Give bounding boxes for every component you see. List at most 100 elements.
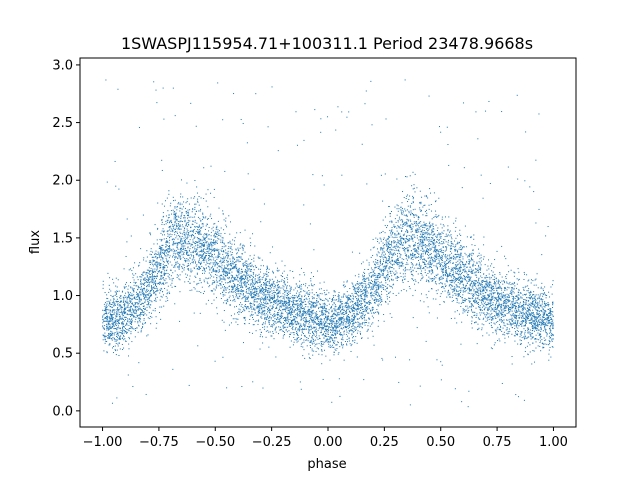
data-point <box>160 255 162 257</box>
data-point <box>259 276 261 278</box>
data-point <box>180 216 182 218</box>
data-point <box>484 287 486 289</box>
data-point <box>325 311 327 313</box>
data-point <box>317 270 319 272</box>
data-point <box>400 237 402 239</box>
data-point <box>536 310 538 312</box>
data-point <box>413 253 415 255</box>
data-point <box>212 280 214 282</box>
data-point <box>270 317 272 319</box>
data-point <box>408 240 410 242</box>
data-point <box>405 215 407 217</box>
data-point <box>247 283 249 285</box>
data-point <box>222 276 224 278</box>
data-point <box>507 323 509 325</box>
data-point <box>178 278 180 280</box>
data-point <box>281 295 283 297</box>
data-point <box>236 256 238 258</box>
data-point <box>184 238 186 240</box>
data-point <box>286 302 288 304</box>
data-point <box>456 267 458 269</box>
data-point <box>117 326 119 328</box>
data-point <box>220 283 222 285</box>
data-point <box>124 316 126 318</box>
data-point <box>139 276 141 278</box>
data-point <box>488 318 490 320</box>
data-point <box>476 270 478 272</box>
data-point <box>494 282 496 284</box>
data-point <box>323 341 325 343</box>
data-point <box>514 314 516 316</box>
data-point <box>507 166 509 168</box>
data-point <box>318 296 320 298</box>
data-point <box>322 314 324 316</box>
data-point <box>448 164 450 166</box>
data-point <box>202 245 204 247</box>
data-point <box>284 310 286 312</box>
data-point <box>233 93 235 95</box>
data-point <box>376 288 378 290</box>
data-point <box>542 299 544 301</box>
data-point <box>294 304 296 306</box>
data-point <box>176 246 178 248</box>
data-point <box>306 321 308 323</box>
data-point <box>419 201 421 203</box>
data-point <box>313 342 315 344</box>
data-point <box>446 256 448 258</box>
data-point <box>182 206 184 208</box>
data-point <box>176 242 178 244</box>
data-point <box>363 316 365 318</box>
data-point <box>385 262 387 264</box>
data-point <box>425 237 427 239</box>
data-point <box>345 327 347 329</box>
data-point <box>331 323 333 325</box>
data-point <box>470 290 472 292</box>
data-point <box>500 308 502 310</box>
data-point <box>367 328 369 330</box>
data-point <box>285 300 287 302</box>
data-point <box>358 301 360 303</box>
data-point <box>282 296 284 298</box>
data-point <box>355 336 357 338</box>
data-point <box>531 327 533 329</box>
data-point <box>277 321 279 323</box>
data-point <box>129 311 131 313</box>
data-point <box>421 239 423 241</box>
data-point <box>232 258 234 260</box>
data-point <box>330 329 332 331</box>
data-point <box>492 302 494 304</box>
data-point <box>530 317 532 319</box>
data-point <box>155 280 156 282</box>
data-point <box>352 328 354 330</box>
data-point <box>231 276 233 278</box>
data-point <box>449 250 451 252</box>
data-point <box>529 298 531 300</box>
data-point <box>441 270 443 272</box>
data-point <box>438 245 440 247</box>
data-point <box>366 330 368 332</box>
data-point <box>387 246 389 248</box>
data-point <box>301 342 303 344</box>
data-point <box>520 296 522 298</box>
data-point <box>463 269 465 271</box>
data-point <box>103 328 105 330</box>
data-point <box>225 275 227 277</box>
data-point <box>483 309 485 311</box>
data-point <box>187 234 189 236</box>
data-point <box>523 306 525 308</box>
data-point <box>381 273 383 275</box>
data-point <box>451 269 453 271</box>
data-point <box>428 276 430 278</box>
data-point <box>531 333 533 335</box>
data-point <box>411 256 413 258</box>
data-point <box>223 249 225 251</box>
data-point <box>325 298 327 300</box>
data-point <box>167 275 169 277</box>
data-point <box>388 243 390 245</box>
data-point <box>108 344 110 346</box>
data-point <box>434 240 436 242</box>
data-point <box>104 316 106 318</box>
data-point <box>446 275 448 277</box>
data-point <box>483 236 485 238</box>
data-point <box>343 316 345 318</box>
